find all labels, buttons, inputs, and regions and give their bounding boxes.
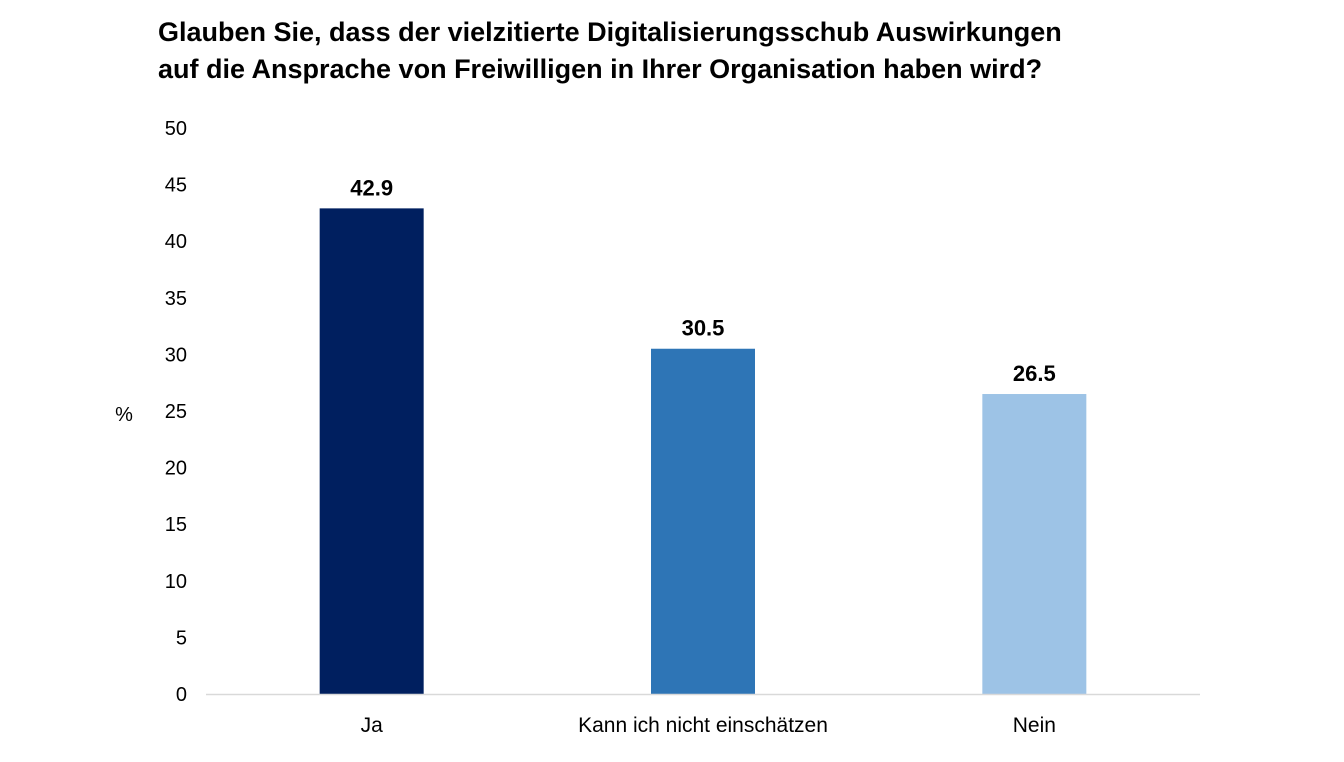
x-category-label: Nein [1013,714,1056,737]
x-axis-labels: Ja Kann ich nicht einschätzen Nein [361,714,1056,737]
y-tick-label: 5 [176,627,187,649]
bars [319,208,1087,694]
chart-title-line-1: Glauben Sie, dass der vielzitierte Digit… [158,17,1062,47]
y-tick-label: 45 [165,175,187,197]
y-tick-label: 25 [165,401,187,423]
y-tick-label: 15 [165,514,187,536]
bar-data-label: 42.9 [350,175,393,200]
y-axis-ticks: 0 5 10 15 20 25 30 35 40 45 50 [165,118,187,706]
bar [982,394,1087,694]
y-tick-label: 10 [165,571,187,593]
x-category-label: Kann ich nicht einschätzen [578,714,828,737]
y-tick-label: 0 [176,684,187,706]
chart-title-line-2: auf die Ansprache von Freiwilligen in Ih… [158,54,1043,84]
y-axis-label: % [115,404,133,426]
x-category-label: Ja [361,714,384,737]
y-tick-label: 40 [165,231,187,253]
y-tick-label: 50 [165,118,187,140]
chart-title: Glauben Sie, dass der vielzitierte Digit… [158,14,1258,88]
y-tick-label: 20 [165,458,187,480]
bar [319,208,424,694]
bar [651,348,755,694]
bar-data-label: 30.5 [682,316,725,341]
bar-data-label: 26.5 [1013,361,1056,386]
y-tick-label: 35 [165,288,187,310]
data-labels: 42.9 30.5 26.5 [350,175,1055,386]
y-tick-label: 30 [165,344,187,366]
